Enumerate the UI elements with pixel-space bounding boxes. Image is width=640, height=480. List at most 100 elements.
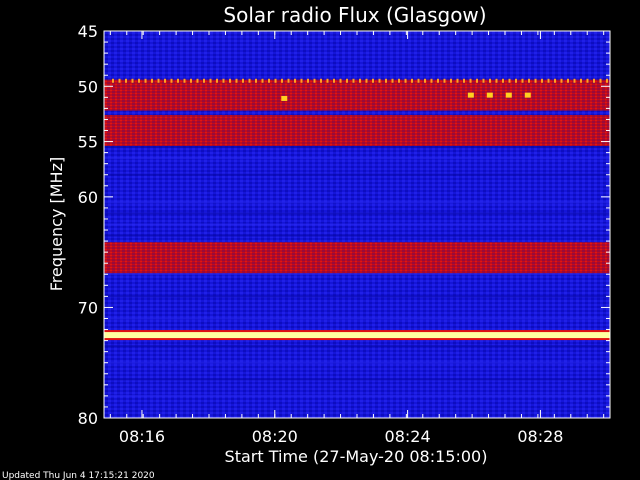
emission-dot — [274, 78, 277, 83]
emission-dot — [151, 78, 153, 83]
emission-dot — [437, 78, 439, 83]
background-row — [104, 378, 610, 381]
emission-dot — [333, 78, 335, 83]
emission-dot — [417, 78, 420, 83]
y-tick-label: 55 — [78, 133, 98, 152]
background-row — [104, 146, 610, 149]
emission-dot — [326, 78, 329, 83]
background-row — [104, 223, 610, 226]
emission-burst — [486, 92, 493, 98]
emission-dot — [346, 78, 348, 83]
signal-dots — [112, 78, 608, 101]
plot-area — [103, 30, 611, 419]
emission-dot — [242, 78, 244, 83]
emission-dot — [554, 78, 556, 83]
emission-dot — [138, 78, 140, 83]
y-tick-label: 70 — [78, 298, 98, 317]
emission-dot — [580, 78, 582, 83]
emission-dot — [528, 78, 530, 83]
emission-burst — [524, 92, 531, 98]
emission-dot — [476, 78, 478, 83]
emission-dot — [170, 78, 173, 83]
updated-footer: Updated Thu Jun 4 17:15:21 2020 — [2, 471, 155, 480]
emission-dot — [385, 78, 387, 83]
emission-dot — [521, 78, 524, 83]
x-tick-label: 08:20 — [252, 427, 298, 446]
signal-band — [104, 115, 610, 146]
emission-dot — [209, 78, 212, 83]
emission-dot — [606, 78, 608, 83]
emission-dot — [196, 78, 199, 83]
emission-dot — [541, 78, 543, 83]
emission-dot — [515, 78, 517, 83]
emission-dot — [502, 78, 504, 83]
emission-burst — [467, 92, 474, 98]
y-axis-label: Frequency [MHz] — [47, 157, 66, 291]
emission-dot — [287, 78, 290, 83]
x-tick-label: 08:28 — [517, 427, 563, 446]
emission-dot — [378, 78, 381, 83]
background-row — [104, 317, 610, 320]
x-tick-label: 08:16 — [119, 427, 165, 446]
background-row — [104, 345, 610, 348]
emission-dot — [307, 78, 309, 83]
emission-dot — [411, 78, 413, 83]
emission-dot — [469, 78, 472, 83]
signal-band-peak — [104, 332, 610, 339]
emission-dot — [482, 78, 485, 83]
emission-dot — [222, 78, 225, 83]
background-row — [104, 273, 610, 276]
emission-dot — [359, 78, 361, 83]
emission-dot — [177, 78, 179, 83]
emission-dot — [593, 78, 595, 83]
emission-dot — [398, 78, 400, 83]
emission-dot — [450, 78, 452, 83]
emission-dot — [203, 78, 205, 83]
x-axis: 08:16 08:20 08:24 08:28 — [109, 31, 605, 446]
background-row — [104, 361, 610, 364]
emission-dot — [294, 78, 296, 83]
emission-dot — [255, 78, 257, 83]
emission-dot — [313, 78, 316, 83]
emission-dot — [534, 78, 537, 83]
emission-dot — [112, 78, 114, 83]
emission-dot — [125, 78, 127, 83]
background-row — [104, 212, 610, 215]
background-row — [104, 394, 610, 397]
emission-dot — [443, 78, 446, 83]
emission-dot — [372, 78, 374, 83]
emission-dot — [216, 78, 218, 83]
emission-dot — [300, 78, 303, 83]
emission-dot — [573, 78, 576, 83]
emission-dot — [456, 78, 459, 83]
emission-dot — [248, 78, 251, 83]
emission-dot — [567, 78, 569, 83]
background-row — [104, 173, 610, 176]
background-row — [104, 201, 610, 204]
emission-burst — [281, 95, 288, 101]
emission-dot — [190, 78, 192, 83]
y-tick-label: 50 — [78, 77, 98, 96]
background-row — [104, 295, 610, 298]
emission-dot — [183, 78, 186, 83]
emission-dot — [424, 78, 426, 83]
emission-dot — [261, 78, 264, 83]
signal-band — [104, 79, 610, 111]
emission-dot — [547, 78, 550, 83]
emission-dot — [495, 78, 498, 83]
y-tick-label: 45 — [78, 22, 98, 41]
background-row — [104, 234, 610, 237]
emission-dot — [164, 78, 166, 83]
emission-dot — [339, 78, 342, 83]
emission-dot — [131, 78, 134, 83]
emission-dot — [352, 78, 355, 83]
emission-dot — [560, 78, 563, 83]
emission-dot — [157, 78, 160, 83]
x-axis-label: Start Time (27-May-20 08:15:00) — [225, 447, 488, 466]
emission-dot — [391, 78, 394, 83]
emission-dot — [404, 78, 407, 83]
emission-dot — [235, 78, 238, 83]
background-row — [104, 157, 610, 160]
emission-dot — [489, 78, 491, 83]
emission-dot — [268, 78, 270, 83]
